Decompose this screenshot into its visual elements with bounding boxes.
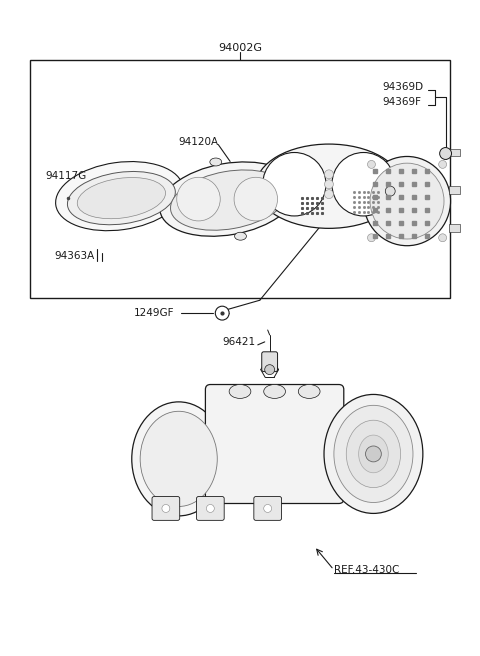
Ellipse shape bbox=[56, 161, 183, 231]
Circle shape bbox=[216, 306, 229, 320]
Text: 94363A: 94363A bbox=[54, 251, 95, 260]
FancyBboxPatch shape bbox=[152, 497, 180, 520]
FancyBboxPatch shape bbox=[205, 384, 344, 504]
Circle shape bbox=[162, 504, 170, 512]
Circle shape bbox=[324, 170, 334, 179]
Text: 96421: 96421 bbox=[222, 337, 255, 347]
Ellipse shape bbox=[160, 162, 297, 236]
Text: 94369D: 94369D bbox=[383, 82, 423, 92]
Circle shape bbox=[439, 234, 446, 242]
Ellipse shape bbox=[298, 384, 320, 398]
Bar bbox=[448, 224, 460, 232]
Text: 94369F: 94369F bbox=[383, 97, 421, 107]
Ellipse shape bbox=[256, 144, 402, 228]
Ellipse shape bbox=[177, 177, 220, 221]
Ellipse shape bbox=[370, 163, 444, 239]
Text: 94117G: 94117G bbox=[45, 171, 86, 181]
Circle shape bbox=[264, 504, 272, 512]
Ellipse shape bbox=[363, 157, 451, 246]
Circle shape bbox=[368, 234, 375, 242]
Circle shape bbox=[439, 161, 446, 169]
Circle shape bbox=[440, 148, 452, 159]
Ellipse shape bbox=[210, 158, 222, 166]
Circle shape bbox=[264, 365, 275, 375]
Ellipse shape bbox=[264, 384, 286, 398]
Ellipse shape bbox=[235, 232, 246, 240]
Circle shape bbox=[324, 180, 334, 189]
Bar bbox=[448, 148, 460, 157]
Circle shape bbox=[324, 190, 334, 199]
Text: 94002G: 94002G bbox=[218, 43, 262, 53]
Ellipse shape bbox=[67, 171, 175, 225]
FancyBboxPatch shape bbox=[262, 352, 277, 372]
Ellipse shape bbox=[359, 435, 388, 473]
Circle shape bbox=[366, 446, 381, 462]
Ellipse shape bbox=[324, 394, 423, 514]
Circle shape bbox=[385, 186, 395, 196]
Circle shape bbox=[263, 152, 326, 216]
Circle shape bbox=[368, 161, 375, 169]
Ellipse shape bbox=[234, 177, 277, 221]
FancyBboxPatch shape bbox=[196, 497, 224, 520]
FancyBboxPatch shape bbox=[254, 497, 281, 520]
Text: 1249GF: 1249GF bbox=[134, 308, 175, 318]
Circle shape bbox=[206, 504, 214, 512]
Bar bbox=[30, 60, 450, 298]
Ellipse shape bbox=[140, 411, 217, 506]
Circle shape bbox=[332, 152, 395, 216]
Ellipse shape bbox=[346, 420, 401, 487]
Ellipse shape bbox=[77, 178, 166, 218]
Ellipse shape bbox=[334, 405, 413, 502]
Text: 94120A: 94120A bbox=[179, 136, 219, 146]
Ellipse shape bbox=[132, 402, 226, 516]
Ellipse shape bbox=[170, 170, 288, 230]
Bar bbox=[448, 186, 460, 194]
Text: REF.43-430C: REF.43-430C bbox=[334, 565, 399, 575]
Ellipse shape bbox=[229, 384, 251, 398]
